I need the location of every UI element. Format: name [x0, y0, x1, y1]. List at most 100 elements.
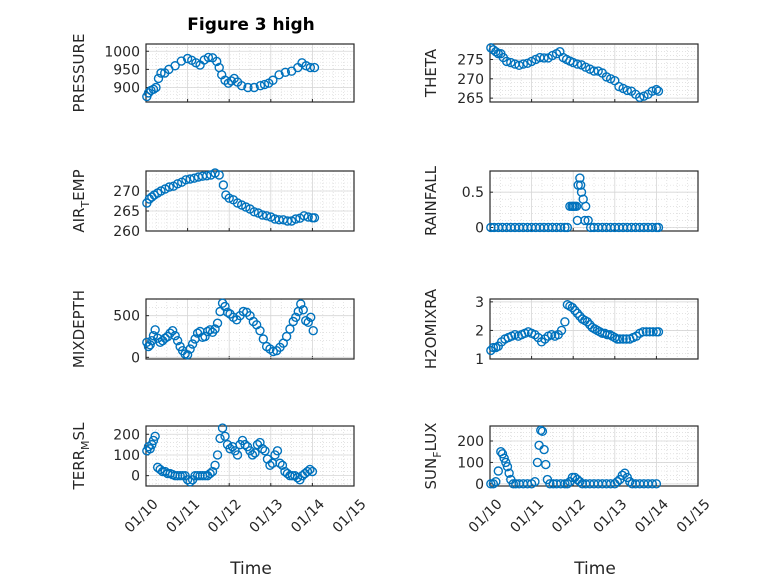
axes-frame [145, 298, 355, 360]
data-point [200, 470, 210, 481]
data-point [567, 302, 578, 313]
data-point [572, 59, 583, 69]
data-point [501, 457, 511, 468]
data-point [562, 479, 573, 489]
y-axis-label: RAINFALL [422, 165, 440, 236]
data-point [215, 433, 225, 444]
data-point [556, 479, 566, 489]
data-point [306, 312, 316, 323]
data-point [187, 339, 198, 349]
data-point [305, 62, 316, 73]
data-point [222, 307, 233, 318]
data-point [176, 56, 187, 66]
data-point [508, 479, 518, 489]
data-point [506, 57, 516, 68]
y-tick-label: 275 [457, 52, 484, 68]
data-point [185, 174, 195, 184]
y-tick-label: 0 [475, 477, 484, 493]
data-point [567, 472, 578, 483]
data-point [560, 479, 570, 489]
data-point [302, 466, 313, 477]
data-point [265, 460, 275, 471]
data-point [635, 92, 645, 103]
data-point [148, 435, 159, 446]
y-tick-label: 265 [113, 204, 140, 220]
data-point [537, 426, 548, 437]
data-point [182, 475, 193, 485]
data-point [261, 211, 272, 221]
y-axis-label: SUNFLUX [422, 423, 444, 490]
data-point [285, 324, 295, 334]
data-point [541, 459, 551, 470]
data-point [226, 76, 236, 86]
data-point [556, 222, 566, 233]
data-point [491, 47, 501, 57]
data-point [580, 201, 591, 211]
data-point [582, 317, 593, 327]
data-point [589, 66, 599, 76]
data-point [200, 331, 210, 342]
data-point [247, 450, 258, 460]
series-markers [486, 173, 664, 233]
data-point [605, 479, 616, 489]
data-point [486, 479, 496, 489]
data-point [243, 82, 253, 93]
data-point [151, 82, 161, 93]
x-axis-label-right: Time [573, 559, 616, 579]
x-tick-label: 01/11 [163, 496, 203, 536]
data-point [309, 213, 320, 223]
data-point [560, 317, 570, 327]
data-point [170, 61, 180, 71]
subplot-pressure: 900 950 1000 PRESSURE [70, 34, 355, 112]
data-point [218, 180, 229, 190]
data-point [212, 56, 222, 67]
y-axis-label: MIXDEPTH [70, 290, 88, 368]
data-point [148, 84, 159, 95]
data-point [236, 80, 247, 91]
y-tick-label: 500 [113, 309, 140, 325]
data-point [172, 179, 183, 189]
data-point [292, 473, 303, 483]
y-tick-label: 3 [475, 295, 484, 311]
data-point [499, 453, 509, 463]
data-point [568, 57, 578, 68]
data-point [502, 462, 513, 472]
data-point [145, 340, 155, 350]
y-axis-label: TERRMSL [70, 422, 92, 491]
data-point [165, 328, 175, 338]
data-point [562, 222, 573, 233]
x-axis-label-left: Time [229, 559, 272, 579]
data-point [147, 439, 157, 450]
y-tick-label: 0.5 [462, 185, 484, 201]
axes-frame [145, 425, 355, 487]
data-point [305, 464, 315, 475]
data-point [648, 327, 658, 337]
y-tick-label: 0 [131, 350, 140, 366]
axes-frame [489, 43, 699, 103]
x-tick-label: 01/14 [288, 496, 328, 536]
data-point [514, 60, 524, 70]
data-point [150, 325, 160, 335]
x-tick-label: 01/10 [122, 496, 162, 536]
data-point [250, 448, 260, 458]
subplot-sun-flux: 01/10 01/11 01/12 01/13 01/14 01/15 0 100 200 SUN… [422, 423, 714, 537]
data-point [210, 460, 220, 471]
data-point [164, 182, 174, 192]
x-tick-label: 01/11 [507, 496, 547, 536]
y-tick-label: 0 [131, 469, 140, 485]
series-markers [142, 298, 318, 360]
data-point [258, 334, 269, 344]
series-markers [486, 300, 664, 356]
data-point [653, 327, 664, 337]
x-tick-label: 01/10 [466, 496, 506, 536]
data-point [493, 466, 504, 476]
data-point [217, 423, 228, 433]
data-point [205, 468, 215, 479]
data-point [532, 457, 543, 468]
data-point [182, 53, 193, 64]
data-point [282, 216, 293, 226]
data-point [280, 67, 291, 77]
y-axis-label: AIRTEMP [70, 169, 92, 232]
data-point [220, 301, 230, 312]
